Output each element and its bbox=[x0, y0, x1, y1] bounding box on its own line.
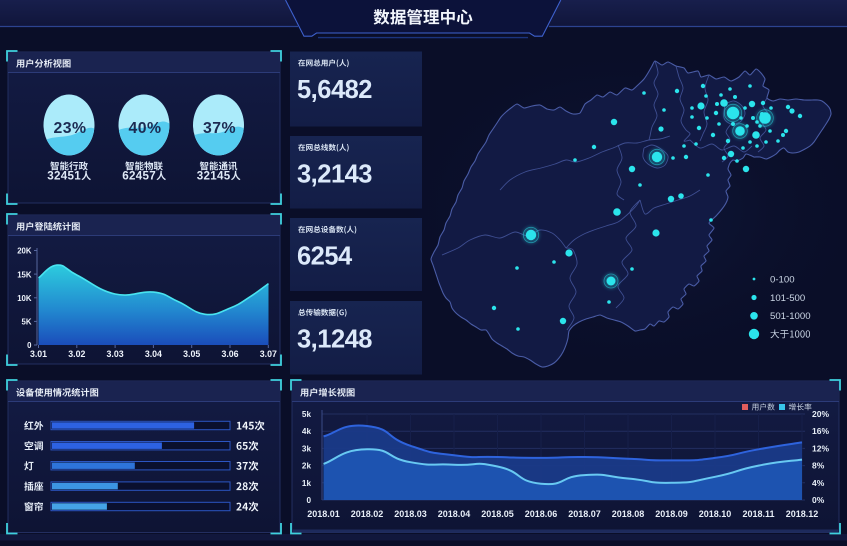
svg-text:4%: 4% bbox=[812, 478, 825, 488]
svg-text:12%: 12% bbox=[812, 443, 829, 453]
svg-text:3.04: 3.04 bbox=[145, 349, 162, 359]
svg-text:8%: 8% bbox=[812, 461, 825, 471]
svg-text:3.07: 3.07 bbox=[260, 349, 277, 359]
svg-text:5k: 5k bbox=[302, 410, 312, 419]
svg-text:3.01: 3.01 bbox=[30, 349, 47, 359]
svg-text:37%: 37% bbox=[203, 120, 236, 137]
svg-text:2018.01: 2018.01 bbox=[307, 509, 340, 519]
svg-text:3k: 3k bbox=[302, 444, 312, 453]
svg-text:2018.07: 2018.07 bbox=[568, 509, 601, 519]
svg-text:0: 0 bbox=[27, 341, 32, 350]
svg-text:5,6482: 5,6482 bbox=[297, 76, 372, 104]
svg-text:15K: 15K bbox=[17, 270, 32, 279]
svg-text:20K: 20K bbox=[17, 247, 32, 256]
svg-text:40%: 40% bbox=[128, 120, 161, 137]
svg-text:0%: 0% bbox=[812, 495, 825, 505]
svg-text:2018.11: 2018.11 bbox=[742, 509, 774, 519]
svg-text:62457: 62457 bbox=[122, 169, 156, 182]
svg-text:23%: 23% bbox=[53, 120, 86, 137]
svg-text:20%: 20% bbox=[812, 409, 829, 419]
svg-text:2018.02: 2018.02 bbox=[351, 509, 384, 519]
svg-text:3,2143: 3,2143 bbox=[297, 161, 372, 189]
svg-text:2018.09: 2018.09 bbox=[655, 509, 688, 519]
svg-text:3.05: 3.05 bbox=[183, 349, 200, 359]
svg-text:2018.12: 2018.12 bbox=[786, 509, 819, 519]
svg-text:2018.05: 2018.05 bbox=[481, 509, 514, 519]
svg-text:0: 0 bbox=[306, 496, 311, 505]
svg-text:6254: 6254 bbox=[297, 243, 353, 271]
svg-text:2018.08: 2018.08 bbox=[612, 509, 645, 519]
svg-text:101-500: 101-500 bbox=[770, 293, 805, 304]
svg-text:2k: 2k bbox=[302, 462, 312, 471]
svg-text:10K: 10K bbox=[17, 294, 32, 303]
svg-text:3.02: 3.02 bbox=[68, 349, 85, 359]
svg-text:0-100: 0-100 bbox=[770, 274, 795, 285]
svg-text:32451: 32451 bbox=[47, 169, 81, 182]
svg-text:3.06: 3.06 bbox=[221, 349, 238, 359]
svg-text:16%: 16% bbox=[812, 426, 829, 436]
svg-text:2018.06: 2018.06 bbox=[525, 509, 558, 519]
svg-text:2018.04: 2018.04 bbox=[438, 509, 471, 519]
svg-text:5K: 5K bbox=[22, 318, 32, 327]
svg-text:3.03: 3.03 bbox=[107, 349, 124, 359]
svg-text:4k: 4k bbox=[302, 427, 312, 436]
svg-text:1k: 1k bbox=[302, 479, 312, 488]
svg-text:501-1000: 501-1000 bbox=[770, 311, 811, 322]
svg-text:3,1248: 3,1248 bbox=[297, 326, 372, 354]
svg-text:2018.10: 2018.10 bbox=[699, 509, 732, 519]
svg-text:32145: 32145 bbox=[197, 169, 231, 182]
svg-text:2018.03: 2018.03 bbox=[394, 509, 427, 519]
